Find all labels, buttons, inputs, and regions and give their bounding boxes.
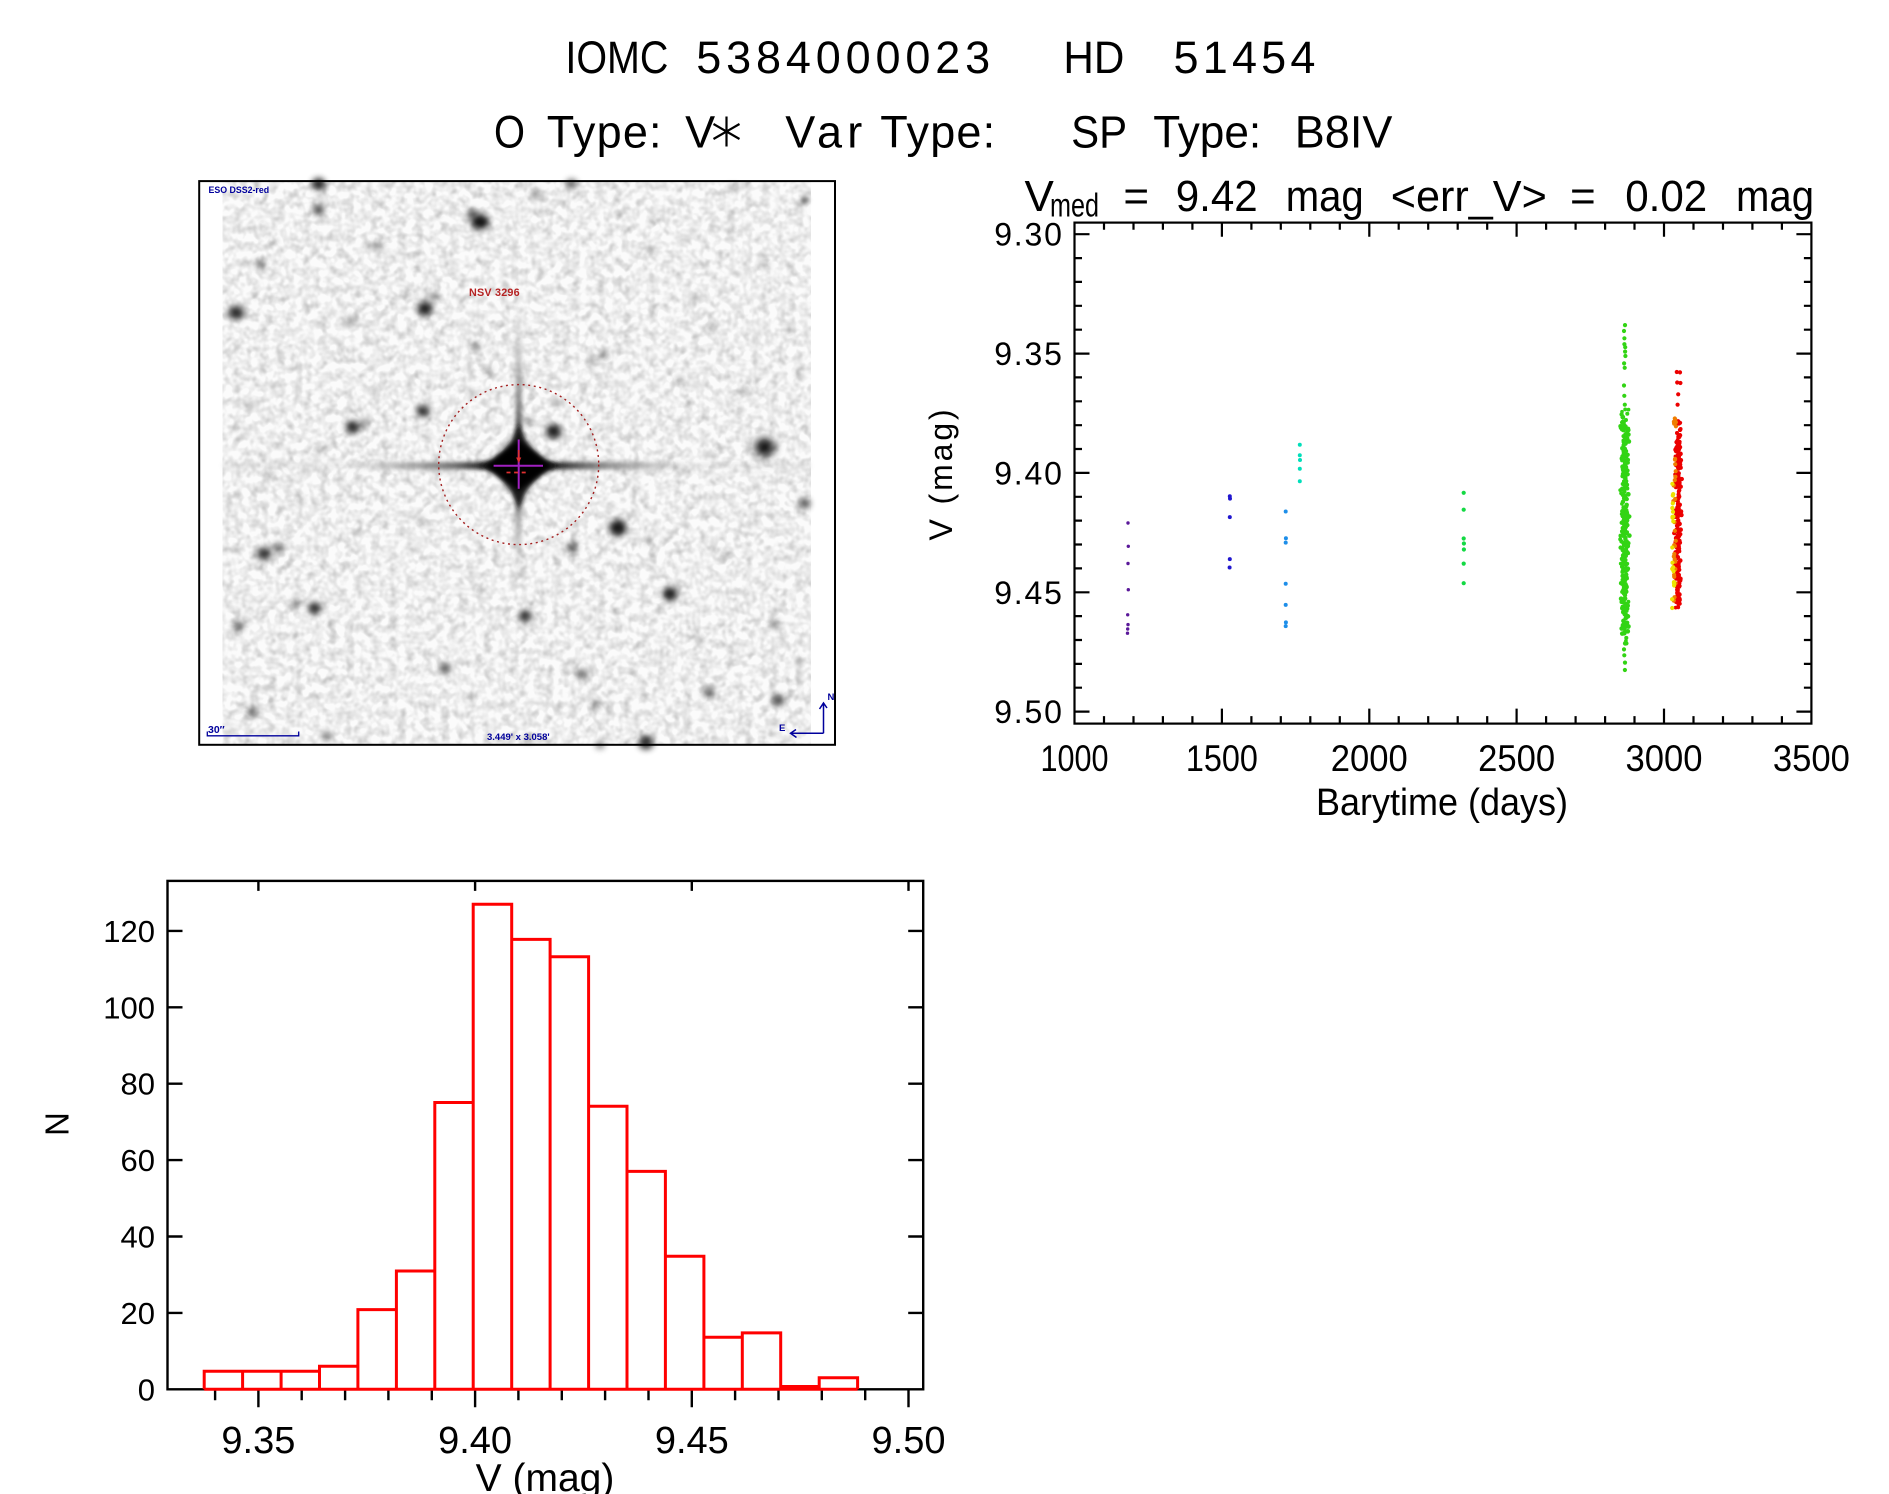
svg-text:2500: 2500 bbox=[1478, 738, 1555, 779]
svg-text:2000: 2000 bbox=[1331, 738, 1408, 779]
svg-text:V (mag): V (mag) bbox=[476, 1457, 615, 1494]
svg-text:9.35: 9.35 bbox=[221, 1420, 295, 1462]
svg-text:Type:: Type: bbox=[880, 107, 996, 158]
svg-text:9.42: 9.42 bbox=[1176, 172, 1258, 221]
svg-text:0.02: 0.02 bbox=[1625, 172, 1707, 221]
svg-text:N: N bbox=[828, 692, 835, 703]
svg-text:V: V bbox=[685, 107, 715, 158]
svg-text:5384000023: 5384000023 bbox=[696, 32, 995, 83]
svg-text:1500: 1500 bbox=[1186, 738, 1258, 779]
svg-text:51454: 51454 bbox=[1174, 32, 1320, 83]
svg-text:E: E bbox=[779, 723, 785, 734]
svg-text:N: N bbox=[39, 1112, 76, 1136]
svg-text:0: 0 bbox=[138, 1372, 155, 1407]
svg-text:80: 80 bbox=[121, 1067, 155, 1102]
svg-text:9.45: 9.45 bbox=[994, 575, 1063, 611]
svg-text:ESO DSS2-red: ESO DSS2-red bbox=[209, 185, 270, 195]
svg-text:mag: mag bbox=[1286, 172, 1364, 221]
svg-text:20: 20 bbox=[121, 1296, 155, 1331]
svg-text:9.50: 9.50 bbox=[872, 1420, 946, 1462]
svg-text:Type:: Type: bbox=[1153, 107, 1261, 158]
svg-text:1000: 1000 bbox=[1041, 738, 1109, 779]
svg-text:9.40: 9.40 bbox=[438, 1420, 512, 1462]
svg-text:Type:: Type: bbox=[547, 107, 663, 158]
svg-text:<err_V>: <err_V> bbox=[1391, 172, 1547, 221]
svg-text:mag: mag bbox=[1736, 172, 1814, 221]
svg-text:100: 100 bbox=[103, 990, 155, 1025]
svg-text:3500: 3500 bbox=[1773, 738, 1850, 779]
svg-text:HD: HD bbox=[1063, 32, 1124, 83]
svg-text:30″: 30″ bbox=[208, 724, 225, 736]
svg-text:9.35: 9.35 bbox=[994, 336, 1063, 372]
svg-text:9.45: 9.45 bbox=[655, 1420, 729, 1462]
svg-text:40: 40 bbox=[121, 1220, 155, 1255]
svg-text:IOMC: IOMC bbox=[565, 32, 668, 83]
svg-text:3000: 3000 bbox=[1626, 738, 1703, 779]
svg-text:120: 120 bbox=[103, 914, 155, 949]
svg-text:med: med bbox=[1050, 187, 1099, 224]
svg-text:9.40: 9.40 bbox=[994, 455, 1063, 491]
svg-text:9.30: 9.30 bbox=[994, 217, 1063, 253]
svg-text:3.449' x 3.058': 3.449' x 3.058' bbox=[487, 732, 550, 743]
svg-text:Var: Var bbox=[785, 107, 867, 158]
svg-text:60: 60 bbox=[121, 1143, 155, 1178]
svg-text:O: O bbox=[494, 107, 525, 158]
svg-text:Barytime (days): Barytime (days) bbox=[1316, 782, 1568, 824]
svg-text:B8IV: B8IV bbox=[1295, 107, 1393, 158]
svg-text:V (mag): V (mag) bbox=[923, 406, 959, 540]
svg-text:V: V bbox=[1025, 172, 1055, 221]
svg-text:=: = bbox=[1123, 172, 1149, 221]
svg-text:SP: SP bbox=[1071, 107, 1127, 158]
svg-text:=: = bbox=[1570, 172, 1596, 221]
svg-text:9.50: 9.50 bbox=[994, 694, 1063, 730]
svg-text:NSV 3296: NSV 3296 bbox=[469, 287, 520, 299]
